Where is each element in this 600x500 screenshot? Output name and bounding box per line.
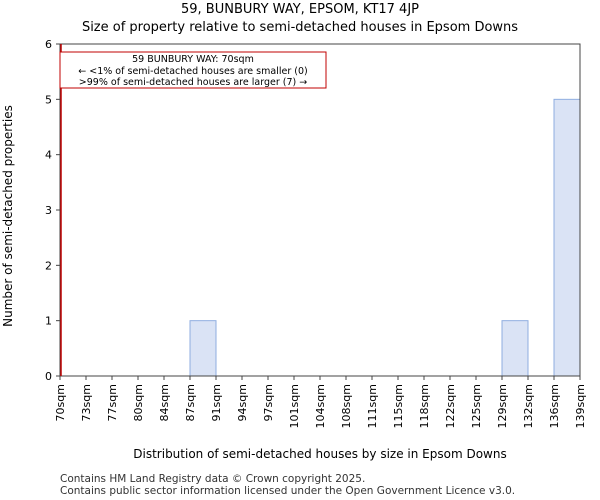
y-tick-label: 3 [45, 204, 52, 217]
y-tick-label: 5 [45, 93, 52, 106]
x-tick-label: 132sqm [522, 384, 535, 428]
annotation-line-1: 59 BUNBURY WAY: 70sqm [132, 54, 254, 65]
x-tick-label: 80sqm [132, 384, 145, 421]
bar-136sqm [553, 98, 581, 377]
footer-licence: Contains public sector information licen… [60, 485, 516, 497]
bar-87sqm [189, 320, 217, 377]
x-tick-label: 115sqm [392, 384, 405, 428]
x-axis-label: Distribution of semi-detached houses by … [133, 447, 506, 461]
chart-subtitle: Size of property relative to semi-detach… [81, 20, 519, 35]
x-tick-label: 94sqm [236, 384, 249, 421]
x-tick-label: 125sqm [470, 384, 483, 428]
annotation-line-3: >99% of semi-detached houses are larger … [79, 77, 307, 88]
x-tick-label: 91sqm [210, 384, 223, 421]
x-tick-label: 136sqm [548, 384, 561, 428]
y-tick-label: 0 [45, 370, 52, 383]
x-tick-label: 122sqm [444, 384, 457, 428]
annotation-line-2: ← <1% of semi-detached houses are smalle… [78, 66, 307, 77]
x-tick-label: 84sqm [158, 384, 171, 421]
x-tick-label: 118sqm [418, 384, 431, 428]
footer-copyright: Contains HM Land Registry data © Crown c… [60, 473, 366, 485]
y-tick-label: 1 [45, 315, 52, 328]
x-tick-label: 108sqm [340, 384, 353, 428]
y-axis-label: Number of semi-detached properties [1, 105, 15, 327]
axes-frame [59, 43, 581, 377]
x-tick-label: 104sqm [314, 384, 327, 428]
y-tick-label: 6 [45, 38, 52, 51]
bar-chart: 0 1 2 3 4 5 6 70sqm 73sqm 77sqm 80sqm 84sqm 87sqm 91… [1, 38, 587, 461]
annotation-box-border [59, 51, 327, 89]
x-tick-label: 70sqm [54, 384, 67, 421]
annotation-box: 59 BUNBURY WAY: 70sqm ← <1% of semi-deta… [59, 51, 327, 89]
bar-129sqm [501, 320, 529, 377]
x-tick-label: 97sqm [262, 384, 275, 421]
y-tick-label: 4 [45, 149, 52, 162]
y-tick-label: 2 [45, 259, 52, 272]
chart-title: 59, BUNBURY WAY, EPSOM, KT17 4JP [181, 2, 419, 17]
x-tick-label: 129sqm [496, 384, 509, 428]
x-tick-label: 139sqm [574, 384, 587, 428]
x-tick-label: 111sqm [366, 384, 379, 428]
x-tick-label: 73sqm [80, 384, 93, 421]
x-tick-label: 101sqm [288, 384, 301, 428]
x-tick-label: 77sqm [106, 384, 119, 421]
x-tick-label: 87sqm [184, 384, 197, 421]
